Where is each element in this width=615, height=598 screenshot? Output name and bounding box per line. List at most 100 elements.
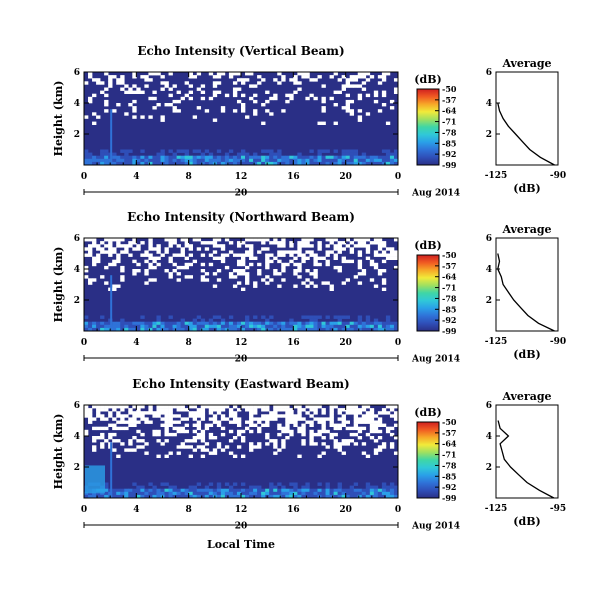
heatmap-cell bbox=[289, 158, 294, 163]
heatmap-cell bbox=[261, 247, 266, 251]
heatmap-cell bbox=[265, 432, 270, 437]
heatmap-cell bbox=[116, 491, 121, 496]
heatmap-cell bbox=[152, 247, 157, 251]
heatmap-cell bbox=[228, 241, 234, 245]
heatmap-cell bbox=[301, 485, 306, 489]
heatmap-cell bbox=[241, 321, 246, 326]
heatmap-cell bbox=[140, 445, 145, 449]
heatmap-cell bbox=[208, 96, 214, 101]
heatmap-cell bbox=[184, 241, 189, 245]
heatmap-cell bbox=[261, 324, 266, 329]
heatmap-cell bbox=[301, 488, 306, 493]
heatmap-cell bbox=[337, 324, 342, 329]
heatmap-cell bbox=[104, 491, 109, 496]
heatmap-cell bbox=[224, 158, 230, 163]
heatmap-cell bbox=[269, 278, 274, 282]
heatmap-cell bbox=[168, 494, 173, 499]
heatmap-cell bbox=[317, 244, 322, 248]
heatmap-cell bbox=[357, 93, 363, 98]
heatmap-cell bbox=[385, 327, 391, 332]
heatmap-cell bbox=[293, 155, 298, 160]
heatmap-cell bbox=[361, 238, 367, 242]
heatmap-cell bbox=[152, 106, 157, 110]
heatmap-echo-patch bbox=[85, 465, 105, 494]
heatmap-cell bbox=[184, 494, 189, 499]
heatmap-cell bbox=[224, 482, 230, 486]
heatmap-cell bbox=[297, 429, 302, 434]
heatmap-cell bbox=[232, 158, 238, 163]
colorbar-tick-label: -99 bbox=[442, 326, 457, 336]
heatmap-cell bbox=[232, 269, 238, 273]
heatmap-cell bbox=[100, 241, 105, 245]
heatmap-cell bbox=[196, 247, 202, 251]
heatmap-cell bbox=[160, 155, 165, 160]
heatmap-cell bbox=[108, 75, 113, 79]
heatmap-cell bbox=[128, 87, 133, 91]
heatmap-cell bbox=[393, 491, 399, 496]
heatmap-cell bbox=[245, 491, 250, 496]
heatmap-cell bbox=[381, 408, 387, 412]
heatmap-cell bbox=[176, 445, 181, 449]
heatmap-cell bbox=[289, 420, 294, 424]
heatmap-cell bbox=[228, 491, 234, 496]
heatmap-cell bbox=[329, 75, 334, 79]
heatmap-cell bbox=[285, 494, 290, 499]
heatmap-cell bbox=[188, 327, 193, 332]
heatmap-cell bbox=[116, 81, 121, 85]
heatmap-cell bbox=[289, 411, 294, 415]
heatmap-cell bbox=[216, 327, 222, 332]
heatmap-cell bbox=[277, 241, 282, 245]
heatmap-cell bbox=[297, 405, 302, 409]
heatmap-cell bbox=[132, 405, 137, 409]
heatmap-cell bbox=[389, 445, 395, 449]
heatmap-cell bbox=[253, 284, 258, 288]
heatmap-cell bbox=[212, 488, 218, 493]
heatmap-cell bbox=[265, 408, 270, 412]
heatmap-cell bbox=[180, 324, 185, 329]
heatmap-cell bbox=[301, 253, 306, 257]
heatmap-cell bbox=[168, 491, 173, 496]
heatmap-cell bbox=[365, 414, 371, 418]
heatmap-cell bbox=[245, 408, 250, 412]
heatmap-cell bbox=[216, 423, 222, 427]
heatmap-cell bbox=[188, 247, 193, 251]
heatmap-cell bbox=[88, 152, 93, 156]
heatmap-cell bbox=[140, 417, 145, 421]
heatmap-cell bbox=[301, 161, 306, 166]
heatmap-cell bbox=[196, 158, 202, 163]
heatmap-cell bbox=[285, 155, 290, 160]
heatmap-cell bbox=[285, 411, 290, 415]
average-x-tick-label: -95 bbox=[550, 504, 566, 514]
heatmap-cell bbox=[200, 241, 206, 245]
heatmap-cell bbox=[297, 161, 302, 166]
heatmap-cell bbox=[381, 278, 387, 282]
heatmap-cell bbox=[365, 155, 371, 160]
heatmap-cell bbox=[128, 103, 133, 107]
heatmap-cell bbox=[88, 411, 93, 415]
heatmap-cell bbox=[88, 327, 93, 332]
heatmap-cell bbox=[164, 324, 169, 329]
date-tick-label: 20 bbox=[235, 355, 248, 365]
heatmap-cell bbox=[281, 321, 286, 326]
heatmap-cell bbox=[104, 482, 109, 486]
heatmap-cell bbox=[168, 321, 173, 326]
heatmap-cell bbox=[285, 423, 290, 427]
heatmap-cell bbox=[216, 256, 222, 260]
heatmap-cell bbox=[317, 149, 322, 153]
heatmap-cell bbox=[369, 241, 375, 245]
heatmap-cell bbox=[116, 253, 121, 257]
heatmap-cell bbox=[257, 269, 262, 273]
heatmap-cell bbox=[188, 491, 193, 496]
heatmap-cell bbox=[373, 158, 379, 163]
heatmap-cell bbox=[188, 158, 193, 163]
heatmap-cell bbox=[104, 238, 109, 242]
heatmap-cell bbox=[208, 482, 214, 486]
heatmap-cell bbox=[333, 103, 338, 107]
heatmap-cell bbox=[100, 324, 105, 329]
heatmap-cell bbox=[357, 265, 363, 270]
heatmap-cell bbox=[196, 238, 202, 242]
heatmap-cell bbox=[112, 432, 117, 437]
heatmap-cell bbox=[232, 109, 238, 113]
heatmap-cell bbox=[228, 149, 234, 153]
heatmap-cell bbox=[224, 161, 230, 166]
